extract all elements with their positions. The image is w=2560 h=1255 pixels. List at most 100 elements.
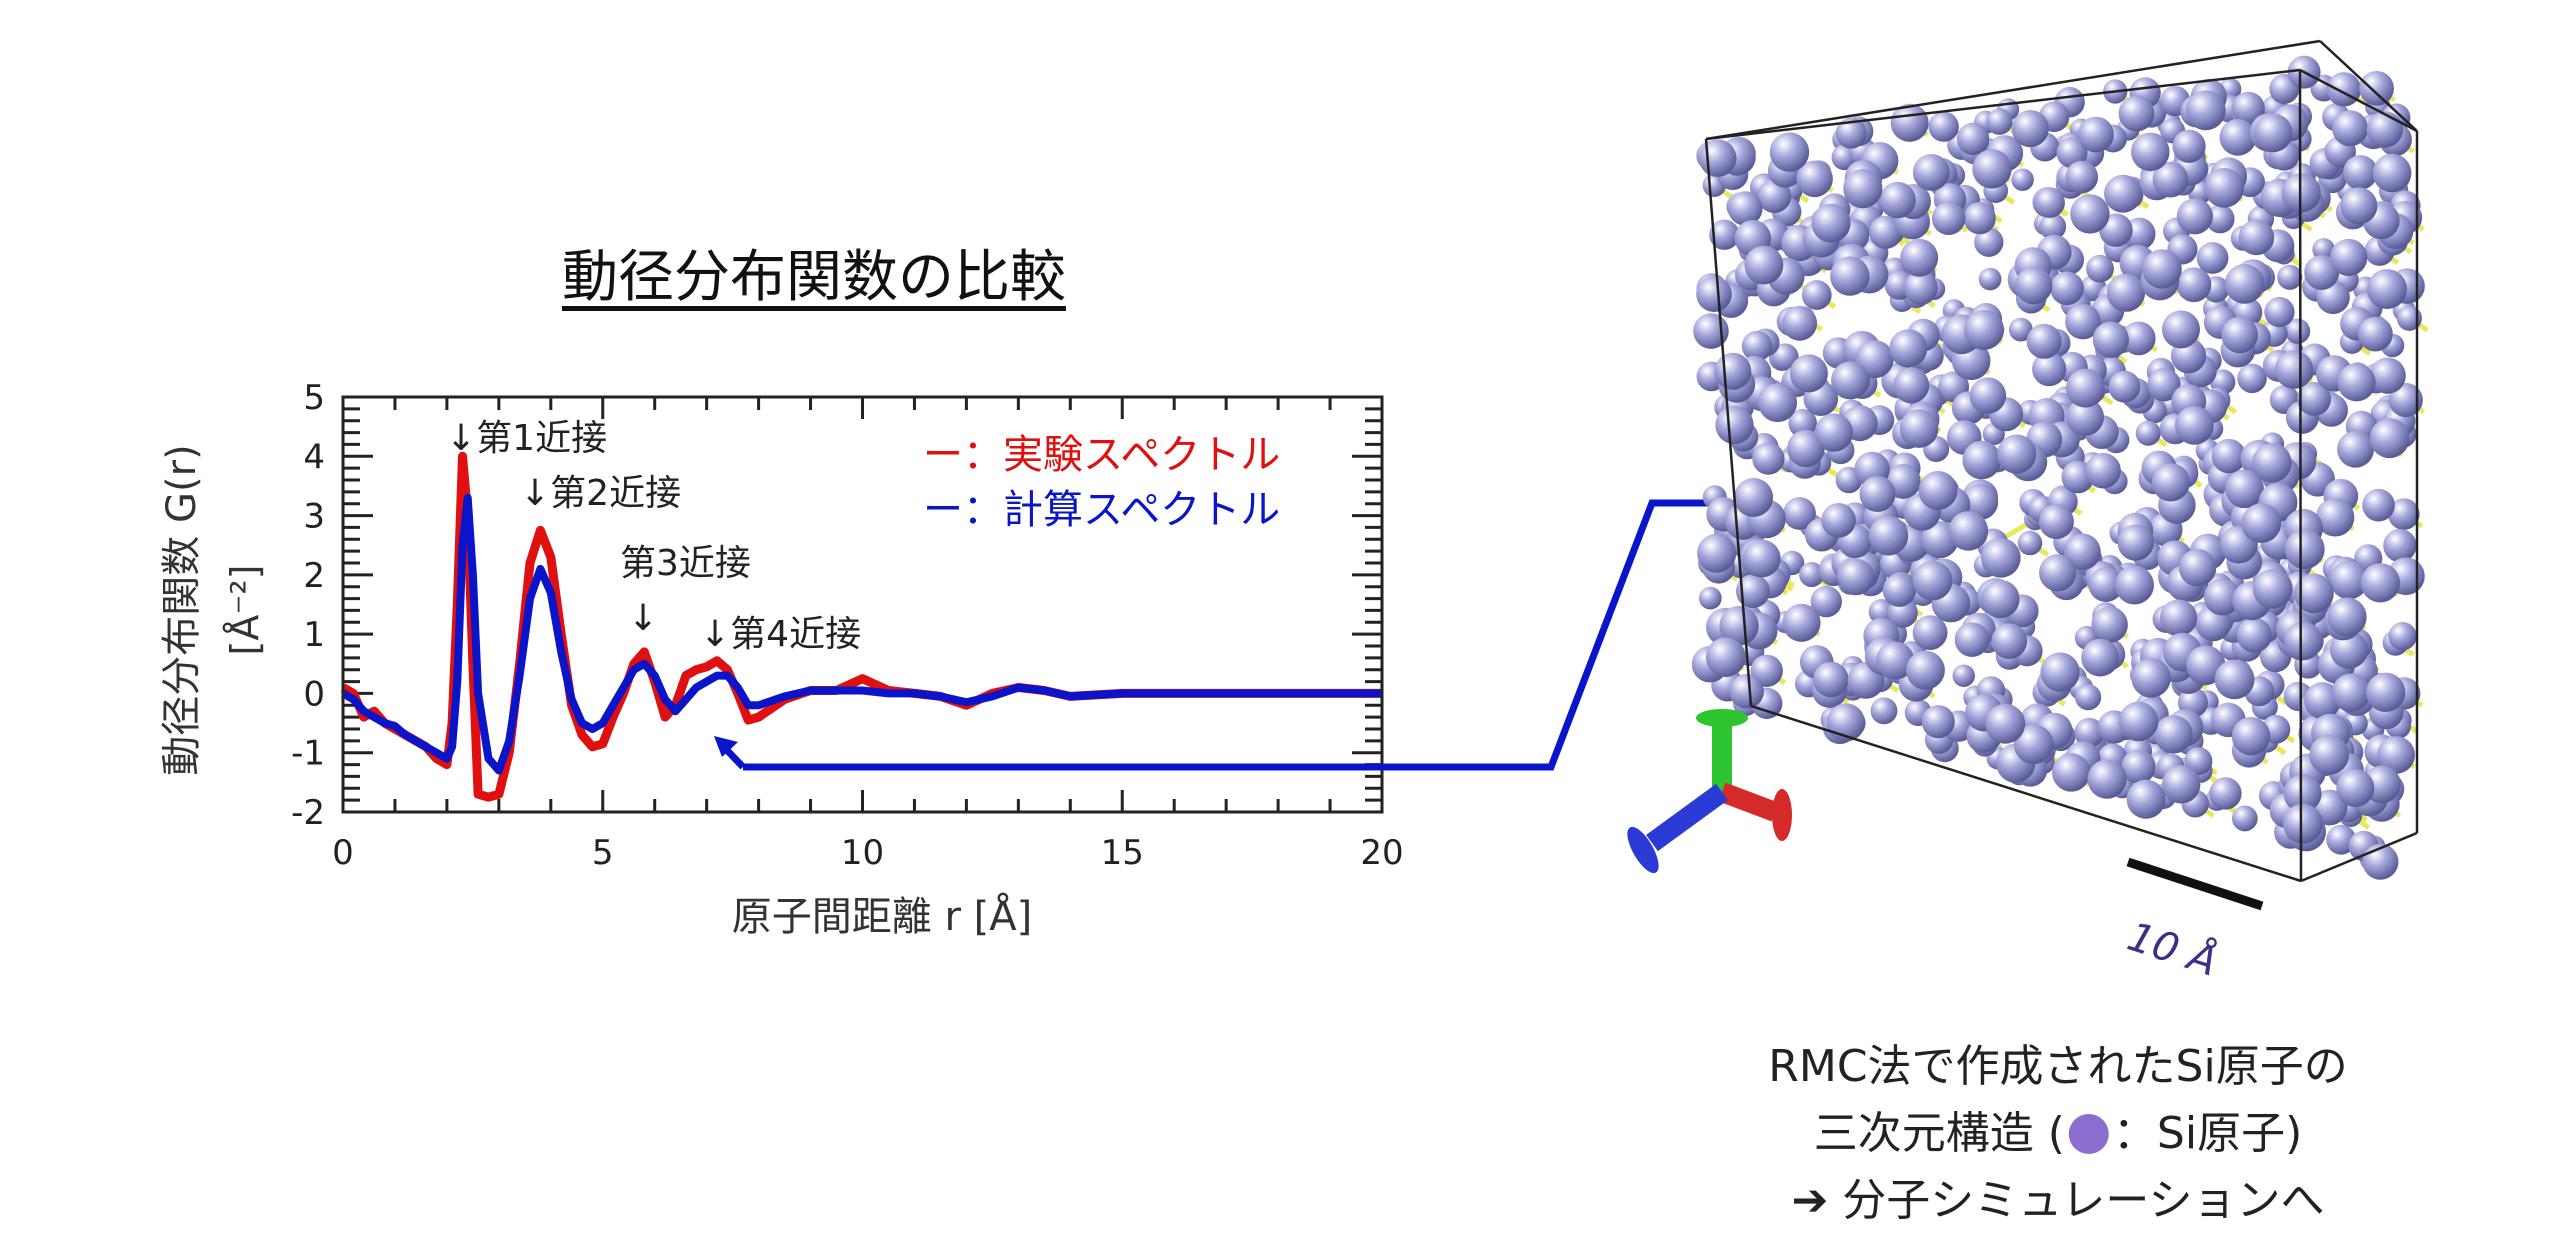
series-line-calculated xyxy=(341,493,1382,775)
si-atom xyxy=(1741,330,1773,362)
si-atom xyxy=(1813,661,1849,698)
si-atom xyxy=(2092,321,2129,358)
si-atom xyxy=(2052,753,2091,792)
box-edge xyxy=(1705,39,2321,141)
si-atom xyxy=(2283,774,2322,813)
si-atom xyxy=(1986,108,2013,135)
si-atom xyxy=(2175,405,2214,445)
si-atom xyxy=(2388,622,2417,651)
y-tick-label: 1 xyxy=(303,615,325,655)
si-atom xyxy=(2147,368,2181,402)
si-atom xyxy=(1981,579,2020,619)
si-atom xyxy=(1814,413,1854,452)
si-atom xyxy=(2118,95,2155,132)
si-atom xyxy=(1698,586,1722,610)
scale-bar xyxy=(2126,857,2264,911)
si-atom xyxy=(2154,715,2193,754)
si-atom xyxy=(2274,350,2314,389)
si-atom xyxy=(1752,442,1785,475)
si-atom xyxy=(2312,238,2335,261)
box-edge xyxy=(1704,138,1753,707)
si-atom xyxy=(2013,724,2054,765)
si-atom xyxy=(1903,270,1938,305)
peak-annotation: ↓第1近接 xyxy=(446,418,607,459)
si-atom xyxy=(2238,219,2275,256)
si-atom xyxy=(2131,132,2170,172)
si-atom xyxy=(2159,599,2198,637)
si-atom xyxy=(1869,215,1903,249)
si-atom xyxy=(1787,429,1825,468)
si-atom xyxy=(2121,749,2156,785)
legend-entry: ー：実験スペクトル xyxy=(923,432,1280,478)
si-atom xyxy=(1758,383,1798,423)
si-atom xyxy=(2372,153,2412,193)
si-atom xyxy=(2337,430,2374,468)
box-edge xyxy=(1750,704,2302,883)
si-atom xyxy=(2366,111,2403,148)
x-axis-arrow-icon xyxy=(1718,782,1779,822)
si-atom xyxy=(2367,269,2408,310)
si-atom xyxy=(2088,566,2124,602)
si-atom xyxy=(2252,443,2292,483)
si-atom xyxy=(2282,803,2323,844)
si-atom xyxy=(2152,161,2189,198)
si-atom xyxy=(2383,528,2417,563)
si-atom xyxy=(1782,603,1821,642)
si-atom xyxy=(1799,562,1825,588)
si-atom xyxy=(2085,452,2121,489)
si-atom xyxy=(1742,539,1781,578)
si-atom xyxy=(2294,573,2334,614)
si-atom xyxy=(2205,204,2235,234)
legend-label: 実験スペクトル xyxy=(1003,432,1280,478)
si-atom xyxy=(2209,777,2242,810)
si-atom xyxy=(1729,674,1764,709)
chart-title: 動径分布関数の比較 xyxy=(562,245,1066,310)
x-tick-label: 20 xyxy=(1360,833,1403,873)
si-atom xyxy=(1928,111,1959,142)
si-atom xyxy=(2231,716,2271,756)
si-atom xyxy=(2011,110,2049,148)
si-atom xyxy=(2050,271,2084,306)
y-axis-arrowhead-icon xyxy=(1696,709,1748,727)
si-atom xyxy=(1956,122,1990,156)
si-atom xyxy=(1769,132,1810,172)
si-atom xyxy=(2284,318,2311,344)
si-atom xyxy=(2332,110,2369,147)
si-atom xyxy=(1870,697,1898,725)
si-atom xyxy=(2040,652,2080,692)
si-atom xyxy=(1963,202,1996,235)
si-atom xyxy=(1835,117,1867,149)
box-edge xyxy=(1705,68,2301,141)
box-edge xyxy=(2319,40,2418,132)
si-atom xyxy=(2038,504,2074,540)
si-atom xyxy=(1810,585,1842,618)
si-atom xyxy=(2056,137,2088,169)
legend-swatch: ー： xyxy=(923,432,1003,478)
si-atom xyxy=(2075,684,2102,711)
si-atom xyxy=(1974,227,2004,257)
si-atom xyxy=(1705,637,1746,677)
si-atom xyxy=(2221,316,2259,354)
si-atom xyxy=(1868,515,1909,556)
box-edge xyxy=(2300,831,2418,883)
si-atom xyxy=(1744,245,1784,285)
si-atom xyxy=(2396,305,2422,331)
scale-bar-label: 10 Å xyxy=(2122,912,2223,986)
si-atom xyxy=(2253,113,2293,153)
si-atom xyxy=(2224,264,2265,304)
si-atom xyxy=(2204,168,2245,208)
z-axis-arrowhead-icon xyxy=(1627,826,1659,874)
si-atom xyxy=(1719,606,1759,646)
si-atom xyxy=(2008,317,2033,342)
si-atom xyxy=(2326,72,2362,107)
si-atom xyxy=(1952,664,1975,687)
si-atom xyxy=(2081,638,2120,677)
si-atom xyxy=(2039,554,2077,592)
si-atom xyxy=(1709,219,1740,250)
y-tick-label: -2 xyxy=(291,793,325,833)
si-atom xyxy=(1954,622,1990,657)
si-atom xyxy=(2106,273,2146,312)
peak-annotation: 第3近接 xyxy=(620,543,751,584)
peak-annotation: ↓第4近接 xyxy=(700,614,861,655)
